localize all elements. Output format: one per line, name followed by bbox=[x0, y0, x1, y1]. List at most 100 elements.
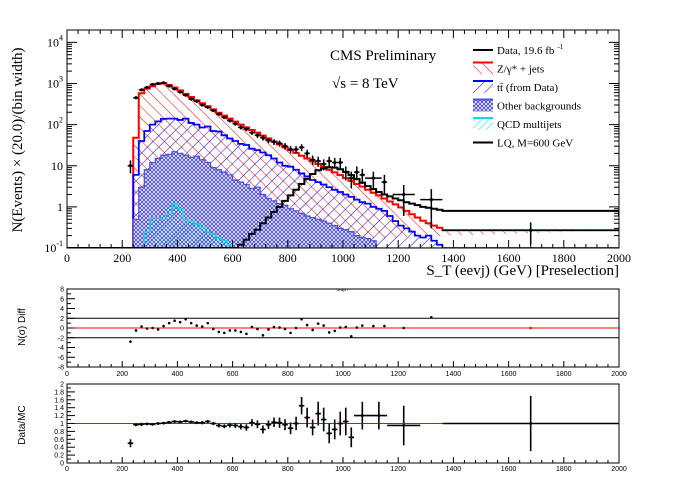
ratio-point bbox=[276, 417, 283, 428]
ratio-point bbox=[348, 427, 355, 448]
data-point bbox=[243, 127, 250, 132]
main-y-axis-label: N(Events) × (20.0)/(bin width) bbox=[10, 47, 26, 232]
ratio-y-tick-label: 0.8 bbox=[54, 429, 64, 436]
energy-label: √s = 8 TeV bbox=[332, 76, 399, 92]
data-point bbox=[260, 135, 266, 141]
data-point bbox=[309, 155, 316, 166]
data-point bbox=[381, 174, 388, 195]
pull-x-tick-label: 400 bbox=[172, 371, 184, 378]
main-plot-frame: 0 200 400 600 800 1000 1200 1400 1600 1800 2000 10-… bbox=[44, 29, 631, 265]
legend-label: Z/γ* + jets bbox=[497, 64, 544, 76]
data-point bbox=[199, 103, 205, 107]
ratio-point bbox=[337, 411, 343, 436]
y-tick-label: 10-1 bbox=[44, 239, 63, 255]
legend-entry: LQ, M=600 GeV bbox=[473, 138, 573, 150]
data-point bbox=[160, 81, 167, 85]
ratio-point bbox=[205, 419, 211, 424]
ratio-point bbox=[287, 422, 294, 435]
pull-point bbox=[300, 317, 303, 321]
ratio-point bbox=[271, 417, 277, 428]
ratio-x-tick-label: 1600 bbox=[501, 466, 517, 472]
data-point bbox=[144, 85, 150, 90]
pull-x-tick-label: 200 bbox=[116, 371, 128, 378]
pull-point bbox=[327, 331, 331, 334]
ratio-point bbox=[193, 421, 200, 425]
ratio-x-tick-label: 800 bbox=[282, 466, 294, 472]
pull-x-tick-label: 600 bbox=[227, 371, 239, 378]
pull-y-tick-label: 0 bbox=[60, 326, 64, 333]
pull-point bbox=[189, 321, 193, 325]
pull-point bbox=[344, 325, 348, 329]
legend-label: QCD multijets bbox=[497, 119, 561, 131]
ratio-point bbox=[177, 420, 183, 424]
stack-outline-ttfromdata bbox=[67, 117, 619, 248]
data-point bbox=[348, 171, 355, 189]
ratio-x-tick-label: 0 bbox=[65, 466, 69, 472]
pull-point bbox=[211, 327, 215, 331]
x-tick-label: 0 bbox=[64, 251, 70, 265]
pull-point bbox=[322, 324, 325, 327]
x-tick-label: 600 bbox=[224, 251, 242, 265]
ratio-x-tick-label: 1000 bbox=[335, 466, 351, 472]
ratio-point bbox=[282, 419, 288, 431]
data-point bbox=[149, 82, 156, 87]
ratio-y-tick-label: 2 bbox=[60, 382, 64, 389]
x-tick-label: 2000 bbox=[607, 251, 631, 265]
ratio-y-tick-label: 1.8 bbox=[54, 389, 64, 396]
data-point bbox=[177, 90, 183, 94]
pull-point bbox=[361, 324, 364, 327]
ratio-y-tick-label: 0.6 bbox=[54, 437, 64, 444]
pull-y-tick-label: -2 bbox=[58, 335, 64, 342]
stack-fill-otherbackgrounds bbox=[67, 151, 619, 248]
data-point bbox=[298, 144, 305, 152]
data-point bbox=[304, 149, 310, 158]
pull-point bbox=[129, 340, 132, 343]
pull-point bbox=[383, 324, 386, 328]
ratio-y-axis-label: Data/MC bbox=[17, 405, 28, 444]
legend-swatch-fill bbox=[473, 62, 493, 75]
main-x-axis-label: S_T (eevj) (GeV) [Preselection] bbox=[426, 263, 619, 279]
ratio-point bbox=[144, 422, 150, 426]
ratio-point bbox=[216, 423, 222, 428]
pull-point bbox=[195, 324, 199, 327]
cms-label: CMS Preliminary bbox=[330, 48, 437, 64]
pull-point bbox=[167, 321, 171, 325]
ratio-point bbox=[309, 419, 316, 436]
pull-point bbox=[134, 329, 138, 332]
y-tick-label: 104 bbox=[47, 33, 63, 49]
ratio-point bbox=[171, 420, 178, 423]
x-tick-label: 200 bbox=[113, 251, 131, 265]
data-point bbox=[127, 160, 134, 174]
data-point bbox=[249, 130, 255, 135]
pull-title: Graph bbox=[336, 287, 347, 292]
ratio-point bbox=[370, 401, 388, 430]
ratio-point bbox=[138, 422, 145, 426]
pull-y-tick-label: -6 bbox=[58, 355, 64, 362]
ratio-y-tick-label: 1.2 bbox=[54, 413, 64, 420]
data-point bbox=[420, 189, 443, 229]
pull-point bbox=[200, 325, 204, 328]
ratio-point bbox=[343, 407, 349, 436]
ratio-x-tick-label: 200 bbox=[116, 466, 128, 472]
pull-point bbox=[529, 326, 532, 330]
data-point bbox=[343, 166, 349, 181]
pull-y-tick-label: -4 bbox=[58, 345, 64, 352]
ratio-point bbox=[243, 424, 250, 431]
pull-x-tick-label: 1000 bbox=[335, 371, 351, 378]
ratio-point bbox=[298, 397, 305, 415]
pull-x-tick-label: 1600 bbox=[501, 371, 517, 378]
data-point bbox=[359, 168, 366, 184]
ratio-point bbox=[232, 423, 239, 428]
ratio-point bbox=[188, 420, 194, 424]
ratio-point bbox=[149, 422, 156, 426]
pull-point bbox=[145, 327, 149, 330]
pull-point bbox=[289, 331, 292, 335]
ratio-point bbox=[320, 407, 327, 432]
ratio-plot-frame: 21.81.61.41.210.80.60.40.200 200 400 600 800… bbox=[54, 382, 627, 474]
ratio-y-tick-label: 0.4 bbox=[54, 445, 64, 452]
ratio-point bbox=[182, 419, 189, 423]
ratio-point bbox=[304, 407, 310, 428]
pull-y-tick-label: 6 bbox=[60, 296, 64, 303]
ratio-point bbox=[155, 422, 161, 425]
